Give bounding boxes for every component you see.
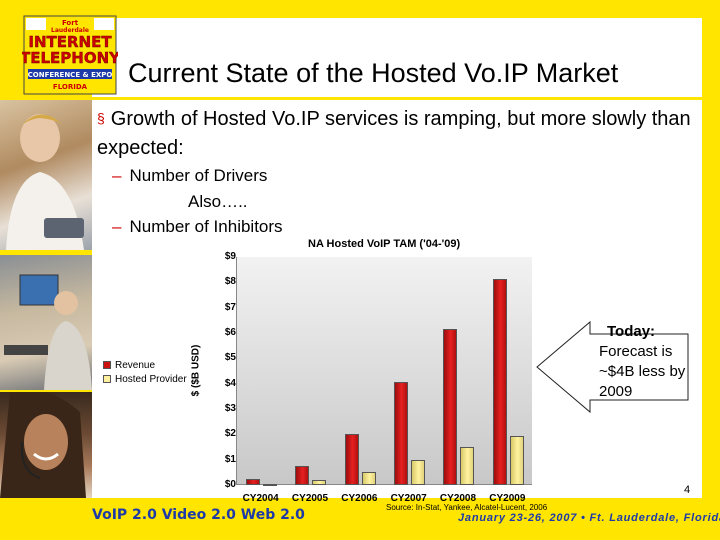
bar-revenue xyxy=(394,382,408,485)
bar-revenue xyxy=(246,478,260,485)
bar-hosted-provider xyxy=(460,447,475,485)
sub-bullet-dash: – xyxy=(112,166,122,185)
logo-line-5: CONFERENCE & EXPO xyxy=(28,71,113,79)
y-tick-label: $8 xyxy=(224,276,236,288)
y-tick-label: $5 xyxy=(224,352,236,364)
y-tick-label: $0 xyxy=(224,479,236,490)
legend-label-hosted-provider: Hosted Provider xyxy=(115,373,187,385)
photo-man-computer xyxy=(0,255,92,390)
source-citation: Source: In-Stat, Yankee, Alcatel-Lucent,… xyxy=(386,503,548,512)
bar-hosted-provider xyxy=(411,459,425,485)
y-tick-label: $1 xyxy=(224,453,236,465)
callout-line-2: Forecast is ~$4B less by 2009 xyxy=(599,343,686,400)
slide-title: Current State of the Hosted Vo.IP Market xyxy=(128,58,619,88)
x-tick-label: CY2004 xyxy=(242,493,279,504)
y-tick-label: $9 xyxy=(224,251,236,262)
callout-arrow xyxy=(536,320,689,414)
y-axis-label: $ ($B USD) xyxy=(190,344,202,397)
y-tick-label: $4 xyxy=(224,377,236,389)
also-text: Also….. xyxy=(188,192,248,211)
photo-woman-office xyxy=(0,100,92,250)
bar-chart: $ ($B USD) $0 $1 $2 $3 $4 $5 $6 $7 $8 $9 CY2004 CY2… xyxy=(190,245,560,515)
chart-title: NA Hosted VoIP TAM ('04-'09) xyxy=(308,238,461,250)
logo-line-4: TELEPHONY xyxy=(22,49,118,67)
x-tick-label: CY2005 xyxy=(291,493,329,504)
sub-bullet-inhibitors: – Number of Inhibitors xyxy=(112,217,283,237)
legend-swatch-revenue xyxy=(103,361,111,369)
sub-bullet-dash: – xyxy=(112,217,122,236)
photo-woman-headset xyxy=(0,392,92,498)
bar-hosted-provider xyxy=(361,472,376,485)
x-tick-label: CY2007 xyxy=(390,493,427,504)
x-tick-label: CY2008 xyxy=(439,493,477,504)
conference-logo: Fort Lauderdale INTERNET TELEPHONY CONFE… xyxy=(22,15,118,95)
y-tick-label: $6 xyxy=(224,327,236,338)
bar-hosted-provider xyxy=(312,479,327,485)
header-strip xyxy=(92,18,702,100)
plot-area xyxy=(236,257,532,485)
page-number: 4 xyxy=(684,484,691,496)
legend-item-hosted-provider: Hosted Provider xyxy=(103,372,187,386)
sub-bullet-inhibitors-text: Number of Inhibitors xyxy=(129,217,283,236)
logo-line-2: Lauderdale xyxy=(51,27,89,34)
bar-revenue xyxy=(492,278,507,485)
legend-item-revenue: Revenue xyxy=(103,358,187,372)
legend-label-revenue: Revenue xyxy=(115,359,156,371)
footer-event-date: January 23-26, 2007 • Ft. Lauderdale, Fl… xyxy=(458,512,720,524)
x-tick-label: CY2006 xyxy=(341,493,378,504)
bar-revenue xyxy=(295,466,310,485)
sub-bullet-drivers-text: Number of Drivers xyxy=(129,166,268,185)
main-bullet: § Growth of Hosted Vo.IP services is ramp… xyxy=(97,104,697,163)
logo-line-1: Fort xyxy=(62,19,79,27)
callout-text: Today: Forecast is ~$4B less by 2009 xyxy=(593,322,693,402)
y-tick-label: $2 xyxy=(224,428,236,440)
bar-revenue xyxy=(344,434,359,485)
y-tick-label: $3 xyxy=(224,403,236,414)
footer-tagline: VoIP 2.0 Video 2.0 Web 2.0 xyxy=(92,507,305,523)
main-bullet-text: Growth of Hosted Vo.IP services is rampi… xyxy=(97,108,691,159)
x-tick-label: CY2009 xyxy=(489,493,526,504)
callout-line-1: Today: xyxy=(607,323,656,340)
sub-bullet-drivers: – Number of Drivers xyxy=(112,166,267,186)
chart-legend: Revenue Hosted Provider xyxy=(103,358,187,386)
bar-hosted-provider xyxy=(263,483,277,486)
bullet-mark: § xyxy=(97,110,105,126)
y-tick-label: $7 xyxy=(224,301,236,313)
legend-swatch-hosted-provider xyxy=(103,375,111,383)
bar-hosted-provider xyxy=(509,435,524,485)
bar-revenue xyxy=(443,329,458,485)
logo-line-6: FLORIDA xyxy=(53,83,88,91)
logo-line-3: INTERNET xyxy=(28,33,112,51)
